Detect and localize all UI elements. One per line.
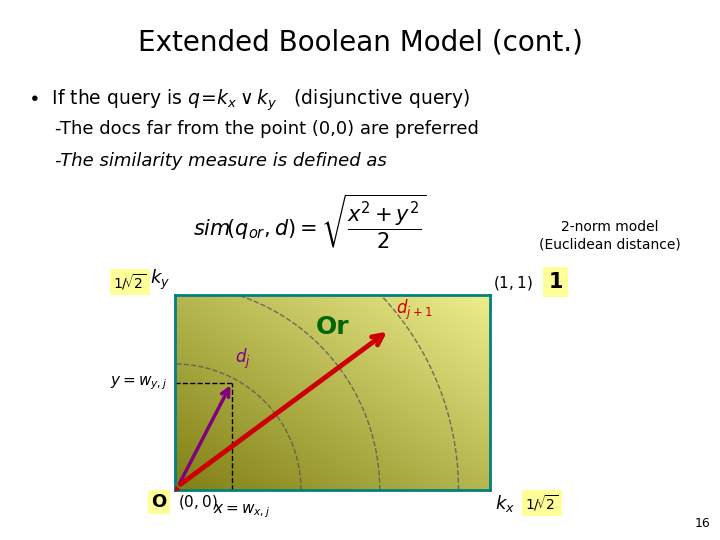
Text: $(0,0)$: $(0,0)$ — [178, 493, 217, 511]
Text: Or: Or — [315, 314, 349, 339]
Text: 2-norm model: 2-norm model — [562, 220, 659, 234]
Text: -The docs far from the point (0,0) are preferred: -The docs far from the point (0,0) are p… — [55, 120, 479, 138]
Text: $y = w_{y,j}$: $y = w_{y,j}$ — [109, 374, 167, 391]
Text: $d_j$: $d_j$ — [235, 347, 251, 371]
Text: $\bullet$  If the query is $q\!=\!k_x \vee k_y$   (disjunctive query): $\bullet$ If the query is $q\!=\!k_x \ve… — [28, 88, 470, 113]
Text: -The similarity measure is defined as: -The similarity measure is defined as — [55, 152, 387, 170]
Text: $k_x$: $k_x$ — [495, 493, 515, 514]
Text: 16: 16 — [694, 517, 710, 530]
Text: $\mathbf{1}$: $\mathbf{1}$ — [548, 272, 563, 292]
Text: $(1,1)$: $(1,1)$ — [493, 274, 533, 292]
Text: Extended Boolean Model (cont.): Extended Boolean Model (cont.) — [138, 28, 582, 56]
Text: (Euclidean distance): (Euclidean distance) — [539, 238, 681, 252]
Text: $1/\!\sqrt{2}$: $1/\!\sqrt{2}$ — [113, 272, 146, 292]
Text: $sim\!\left(q_{or}, d\right) = \sqrt{\dfrac{x^2 + y^2}{2}}$: $sim\!\left(q_{or}, d\right) = \sqrt{\df… — [193, 192, 427, 251]
Text: $k_y$: $k_y$ — [150, 268, 170, 292]
Text: $\mathbf{O}$: $\mathbf{O}$ — [150, 493, 167, 511]
Text: $x = w_{x,j}$: $x = w_{x,j}$ — [213, 502, 271, 519]
Text: $d_{j+1}$: $d_{j+1}$ — [395, 298, 432, 322]
Text: $1/\!\sqrt{2}$: $1/\!\sqrt{2}$ — [525, 493, 558, 513]
